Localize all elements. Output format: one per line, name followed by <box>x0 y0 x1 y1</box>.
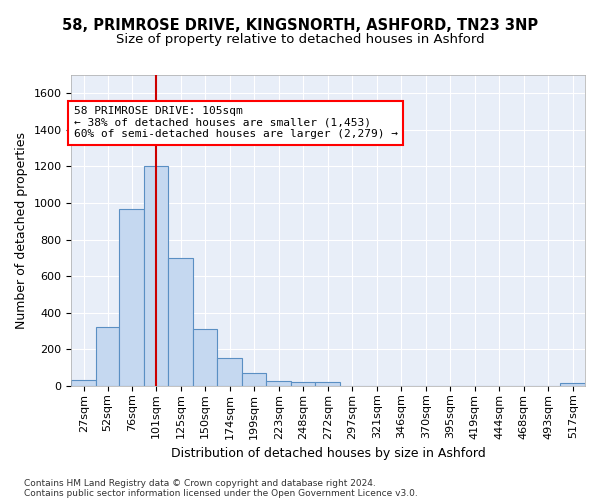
Y-axis label: Number of detached properties: Number of detached properties <box>15 132 28 329</box>
X-axis label: Distribution of detached houses by size in Ashford: Distribution of detached houses by size … <box>171 447 485 460</box>
Bar <box>266 382 291 386</box>
Bar <box>71 380 96 386</box>
Bar <box>316 382 340 386</box>
Bar <box>96 328 119 386</box>
Text: Contains HM Land Registry data © Crown copyright and database right 2024.: Contains HM Land Registry data © Crown c… <box>24 478 376 488</box>
Text: 58, PRIMROSE DRIVE, KINGSNORTH, ASHFORD, TN23 3NP: 58, PRIMROSE DRIVE, KINGSNORTH, ASHFORD,… <box>62 18 538 32</box>
Bar <box>242 373 266 386</box>
Bar <box>119 210 144 386</box>
Bar <box>193 329 217 386</box>
Bar <box>217 358 242 386</box>
Text: Contains public sector information licensed under the Open Government Licence v3: Contains public sector information licen… <box>24 488 418 498</box>
Bar <box>169 258 193 386</box>
Bar <box>560 383 585 386</box>
Text: 58 PRIMROSE DRIVE: 105sqm
← 38% of detached houses are smaller (1,453)
60% of se: 58 PRIMROSE DRIVE: 105sqm ← 38% of detac… <box>74 106 398 140</box>
Text: Size of property relative to detached houses in Ashford: Size of property relative to detached ho… <box>116 32 484 46</box>
Bar <box>144 166 169 386</box>
Bar <box>291 382 316 386</box>
